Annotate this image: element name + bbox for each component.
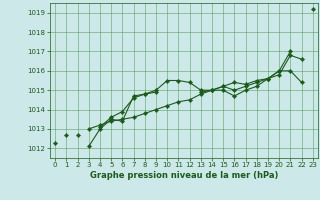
X-axis label: Graphe pression niveau de la mer (hPa): Graphe pression niveau de la mer (hPa) — [90, 171, 278, 180]
